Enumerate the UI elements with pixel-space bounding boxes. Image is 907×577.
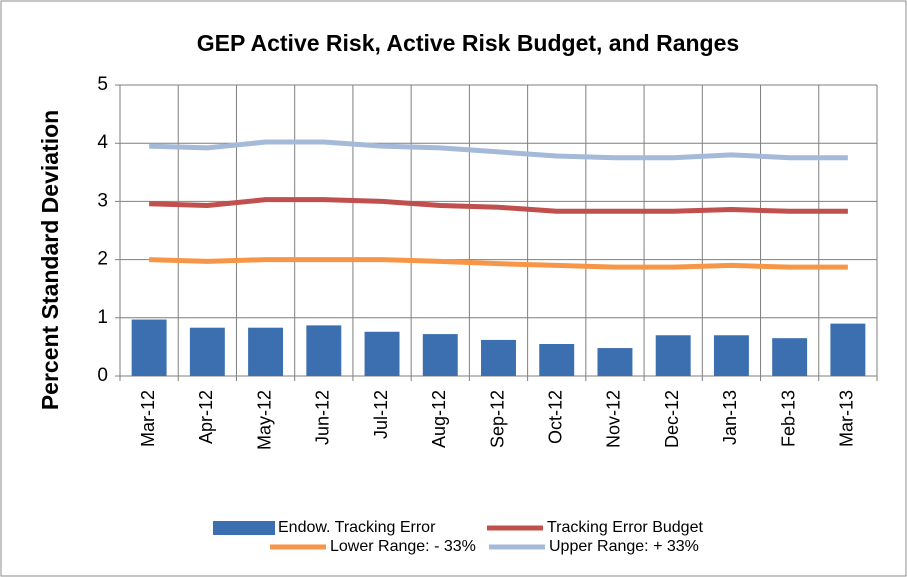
line bbox=[149, 139, 848, 161]
y-tick-label: 0 bbox=[97, 365, 108, 386]
legend-label: Upper Range: + 33% bbox=[549, 538, 699, 555]
bar bbox=[189, 327, 225, 376]
bar bbox=[422, 334, 458, 376]
y-axis-label: Percent Standard Deviation bbox=[37, 110, 63, 410]
x-tick-label: Dec-12 bbox=[662, 390, 682, 448]
x-tick-label: Jan-13 bbox=[720, 390, 740, 445]
y-tick-label: 1 bbox=[97, 307, 108, 328]
bar bbox=[364, 331, 400, 376]
chart-title: GEP Active Risk, Active Risk Budget, and… bbox=[197, 30, 739, 56]
x-tick-label: Aug-12 bbox=[429, 390, 449, 448]
y-tick-label: 3 bbox=[97, 190, 108, 211]
legend-swatch bbox=[213, 521, 275, 535]
bar bbox=[772, 338, 808, 376]
x-tick-label: Mar-13 bbox=[837, 390, 857, 447]
legend-label: Lower Range: - 33% bbox=[330, 538, 476, 555]
x-tick-label: May-12 bbox=[254, 390, 274, 450]
legend-label: Tracking Error Budget bbox=[547, 519, 703, 536]
bar bbox=[481, 339, 516, 376]
x-tick-label: Nov-12 bbox=[604, 390, 624, 448]
bar bbox=[248, 327, 284, 376]
bar bbox=[131, 319, 167, 376]
x-tick-label: Jun-12 bbox=[313, 390, 333, 445]
x-tick-label: Mar-12 bbox=[138, 390, 158, 447]
bar bbox=[539, 343, 575, 376]
y-tick-label: 5 bbox=[97, 74, 108, 95]
legend-label: Endow. Tracking Error bbox=[278, 519, 436, 536]
x-tick-label: Feb-13 bbox=[778, 390, 798, 447]
y-tick-label: 2 bbox=[97, 249, 108, 270]
x-tick-label: Jul-12 bbox=[371, 390, 391, 439]
x-tick-label: Oct-12 bbox=[545, 390, 565, 444]
bar bbox=[655, 335, 691, 376]
line bbox=[149, 257, 848, 270]
x-tick-label: Apr-12 bbox=[196, 390, 216, 444]
bar bbox=[713, 335, 749, 376]
bar bbox=[306, 325, 342, 376]
y-tick-label: 4 bbox=[97, 132, 108, 153]
x-tick-label: Sep-12 bbox=[487, 390, 507, 448]
bar bbox=[830, 323, 866, 376]
bar bbox=[597, 348, 633, 376]
line bbox=[149, 197, 848, 214]
